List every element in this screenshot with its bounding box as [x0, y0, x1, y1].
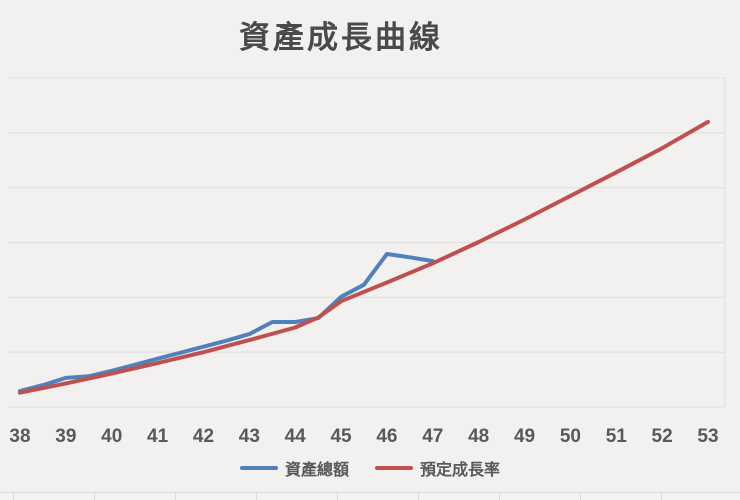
- sheet-cell-divider: [661, 493, 662, 500]
- x-axis-label: 51: [605, 426, 627, 447]
- x-axis-label: 43: [238, 426, 260, 447]
- x-axis-label: 53: [697, 426, 719, 447]
- x-axis-label: 39: [55, 426, 77, 447]
- x-axis-label: 48: [468, 426, 490, 447]
- legend-line-swatch: [239, 466, 278, 470]
- sheet-cell-divider: [418, 493, 419, 500]
- sheet-cell-divider: [94, 493, 95, 500]
- legend-label: 預定成長率: [420, 462, 501, 479]
- legend-item-0[interactable]: 資產總額: [239, 456, 349, 480]
- x-axis-label: 38: [9, 426, 31, 447]
- x-axis-label: 45: [330, 426, 352, 447]
- x-axis-label: 42: [192, 426, 215, 447]
- series-line-1: [18, 119, 710, 395]
- sheet-cell-divider: [256, 493, 257, 500]
- sheet-row-background: [0, 492, 740, 500]
- chart-title: 資產成長曲線: [239, 20, 443, 55]
- series-line-0: [18, 252, 435, 394]
- x-axis-label: 40: [101, 426, 123, 447]
- x-axis-label: 49: [513, 426, 536, 447]
- x-axis-label: 50: [559, 426, 581, 447]
- sheet-cell-divider: [175, 493, 176, 500]
- x-axis: 38 39 40 41 42 43 44 45 46 47 48 49 50 51 52 53: [0, 424, 740, 450]
- legend-item-1[interactable]: 預定成長率: [375, 456, 500, 480]
- sheet-cell-divider: [499, 493, 500, 500]
- chart-legend: 資產總額 預定成長率: [0, 457, 740, 479]
- x-axis-label: 41: [147, 426, 169, 447]
- sheet-row-divider: [0, 492, 740, 493]
- x-axis-label: 52: [651, 426, 673, 447]
- sheet-cell-divider: [337, 493, 338, 500]
- legend-label: 資產總額: [284, 462, 349, 479]
- x-axis-label: 44: [284, 426, 306, 447]
- x-axis-label: 47: [422, 426, 444, 447]
- x-axis-label: 46: [376, 426, 398, 447]
- legend-line-swatch: [375, 466, 413, 470]
- sheet-cell-divider: [580, 493, 581, 500]
- sheet-cell-divider: [13, 493, 14, 500]
